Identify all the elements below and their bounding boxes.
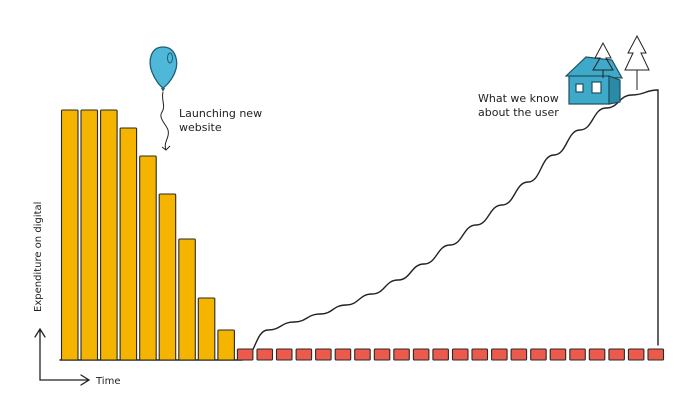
low-spend-bar bbox=[393, 348, 410, 361]
low-spend-bar bbox=[530, 348, 547, 361]
low-spend-bar bbox=[334, 348, 352, 361]
high-spend-bar bbox=[158, 193, 177, 361]
high-spend-bar bbox=[139, 155, 157, 361]
high-spend-bar bbox=[100, 109, 118, 361]
y-axis-arrow bbox=[34, 327, 46, 381]
low-spend-bar bbox=[354, 348, 371, 361]
low-spend-bar bbox=[569, 348, 586, 361]
low-spend-bar bbox=[412, 348, 430, 361]
low-spend-bar bbox=[549, 348, 567, 361]
low-spend-bar bbox=[236, 348, 254, 361]
high-spend-bar bbox=[178, 238, 196, 361]
low-spend-bar bbox=[373, 348, 391, 361]
low-spend-bar bbox=[588, 348, 606, 361]
low-spend-bar bbox=[491, 348, 508, 361]
low-spend-bar bbox=[510, 348, 528, 361]
balloon-label-line1: Launching new bbox=[179, 107, 262, 120]
high-spend-bar bbox=[197, 297, 216, 361]
balloon-annotation: Launching new website bbox=[149, 46, 262, 151]
low-spend-bar bbox=[627, 348, 645, 361]
house-annotation: What we know about the user bbox=[478, 34, 650, 119]
low-spend-bar bbox=[432, 348, 449, 361]
low-spend-bar bbox=[256, 348, 274, 361]
low-spend-bar bbox=[471, 348, 489, 361]
axes bbox=[34, 327, 91, 386]
x-axis-label: Time bbox=[95, 376, 120, 387]
house-label-line2: about the user bbox=[478, 106, 559, 119]
high-spend-bar bbox=[119, 127, 138, 361]
house-icon bbox=[564, 56, 624, 105]
low-spend-bar bbox=[295, 348, 313, 361]
low-spend-bar bbox=[647, 348, 665, 361]
high-spend-bar bbox=[217, 329, 235, 361]
y-axis-label: Expenditure on digital bbox=[33, 202, 44, 312]
balloon-icon bbox=[149, 46, 178, 151]
low-spend-bar bbox=[451, 348, 469, 361]
balloon-label-line2: website bbox=[179, 121, 222, 134]
x-axis-arrow bbox=[39, 374, 91, 386]
high-spend-bar bbox=[60, 109, 79, 361]
tree-icon bbox=[592, 34, 650, 90]
house-label-line1: What we know bbox=[478, 92, 559, 105]
bars bbox=[60, 109, 665, 361]
low-spend-bar bbox=[275, 348, 293, 361]
low-spend-bar bbox=[608, 348, 625, 361]
low-spend-bar bbox=[315, 348, 332, 361]
high-spend-bar bbox=[80, 109, 99, 361]
